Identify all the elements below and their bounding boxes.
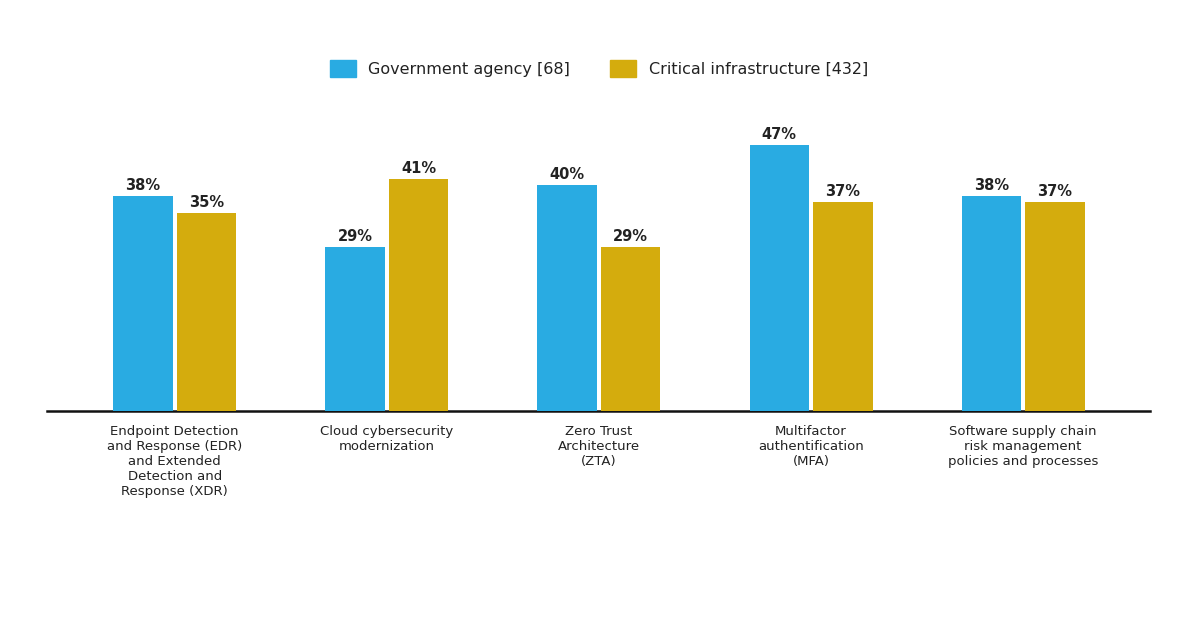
Text: 35%: 35% [189,195,224,210]
Bar [750,145,809,411]
Bar [537,184,597,411]
Bar [601,247,661,411]
Bar [814,202,873,411]
Bar [325,247,384,411]
Bar [1025,202,1085,411]
Bar [962,196,1021,411]
Text: 47%: 47% [761,127,797,142]
Bar [177,213,236,411]
Text: 37%: 37% [1038,184,1072,199]
Text: 40%: 40% [549,167,585,182]
Text: 29%: 29% [338,229,372,244]
Bar [113,196,173,411]
Bar [389,179,448,411]
Text: 29%: 29% [613,229,649,244]
Text: 38%: 38% [974,178,1009,193]
Text: 37%: 37% [825,184,860,199]
Legend: Government agency [68], Critical infrastructure [432]: Government agency [68], Critical infrast… [323,52,875,85]
Text: 38%: 38% [126,178,160,193]
Text: 41%: 41% [401,161,436,176]
